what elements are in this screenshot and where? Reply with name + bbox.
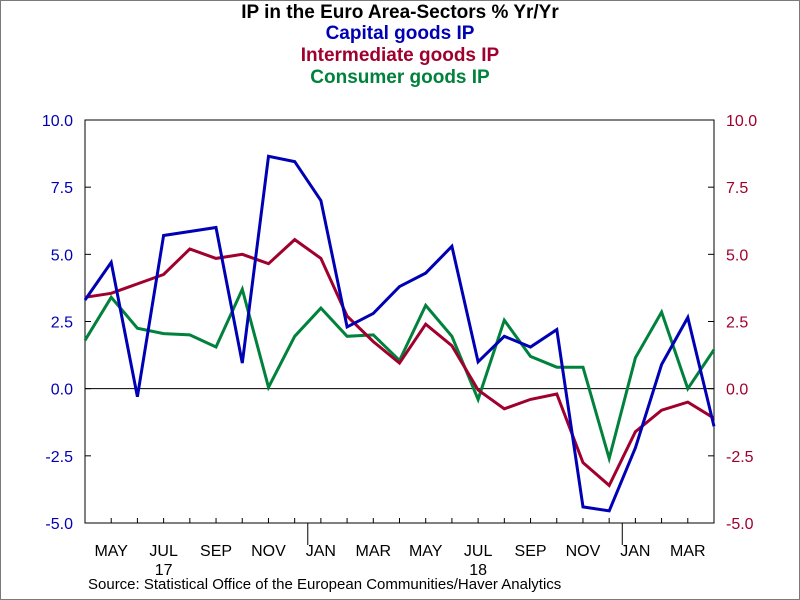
consumer-goods-line — [83, 284, 716, 465]
x-tick-label: MAY — [409, 543, 443, 560]
x-tick-label: MAR — [356, 543, 392, 560]
x-tick-label: NOV — [251, 543, 286, 560]
y-tick-label-right: 7.5 — [726, 180, 748, 197]
x-year-label: 18 — [469, 562, 487, 579]
source-note: Source: Statistical Office of the Europe… — [88, 576, 562, 593]
x-tick-label: JUL — [149, 543, 178, 560]
chart-title: IP in the Euro Area-Sectors % Yr/Yr — [241, 2, 559, 23]
y-tick-label-right: 5.0 — [726, 247, 748, 264]
x-tick-label: JUL — [464, 543, 493, 560]
intermediate-goods-line — [84, 237, 715, 488]
y-tick-label-right: -2.5 — [726, 449, 754, 466]
y-tick-label-left: 5.0 — [51, 247, 73, 264]
y-tick-label-left: -5.0 — [45, 516, 73, 533]
x-tick-label: MAR — [670, 543, 706, 560]
legend-capital-goods: Capital goods IP — [325, 23, 475, 44]
x-tick-label: JAN — [620, 543, 650, 560]
x-tick-label: SEP — [200, 543, 232, 560]
x-tick-label: MAY — [94, 543, 128, 560]
y-tick-label-left: -2.5 — [45, 449, 73, 466]
capital-goods-line — [83, 154, 716, 513]
y-tick-label-right: 2.5 — [726, 315, 748, 332]
x-year-label: 17 — [155, 562, 173, 579]
x-tick-label: SEP — [515, 543, 547, 560]
y-tick-label-left: 2.5 — [51, 315, 73, 332]
y-tick-label-left: 10.0 — [42, 113, 73, 130]
y-tick-label-left: 7.5 — [51, 180, 73, 197]
legend-consumer-goods: Consumer goods IP — [310, 67, 490, 88]
y-tick-label-right: -5.0 — [726, 516, 754, 533]
y-tick-label-right: 10.0 — [726, 113, 757, 130]
x-tick-label: JAN — [306, 543, 336, 560]
y-tick-label-right: 0.0 — [726, 382, 748, 399]
y-tick-label-left: 0.0 — [51, 382, 73, 399]
legend-intermediate-goods: Intermediate goods IP — [300, 45, 500, 66]
x-tick-label: NOV — [566, 543, 601, 560]
